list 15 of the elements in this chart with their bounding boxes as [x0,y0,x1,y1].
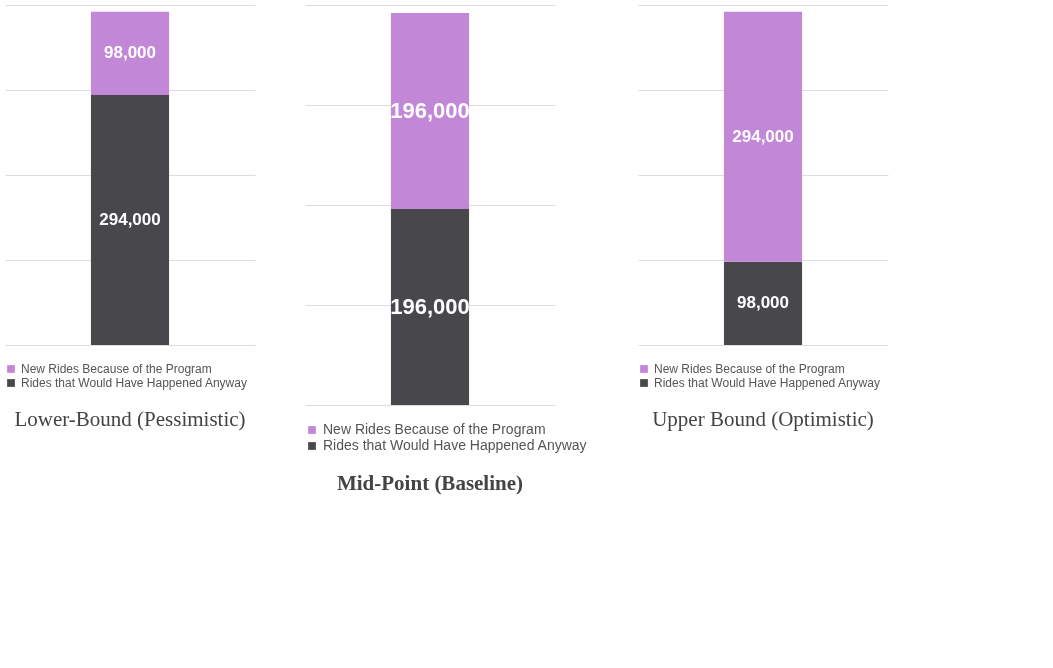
legend-label: Rides that Would Have Happened Anyway [654,376,880,390]
text: Upper Bound (Optimistic) [652,407,874,431]
legend-label: New Rides Because of the Program [654,362,845,376]
data-label: 196,000 [390,98,470,123]
text: Mid-Point (Baseline) [336,471,524,495]
data-label: 294,000 [99,210,161,230]
legend-label: New Rides Because of the Program [21,362,212,376]
data-label: 294,000 [732,126,794,146]
data-label: 98,000 [737,293,789,313]
legend-label: New Rides Because of the Program [323,421,546,437]
data-label: 98,000 [104,43,156,63]
data-label: 196,000 [390,294,470,319]
text: Lower-Bound (Pessimistic) [14,407,246,431]
legend-label: Rides that Would Have Happened Anyway [323,437,587,453]
legend-label: Rides that Would Have Happened Anyway [21,376,247,390]
